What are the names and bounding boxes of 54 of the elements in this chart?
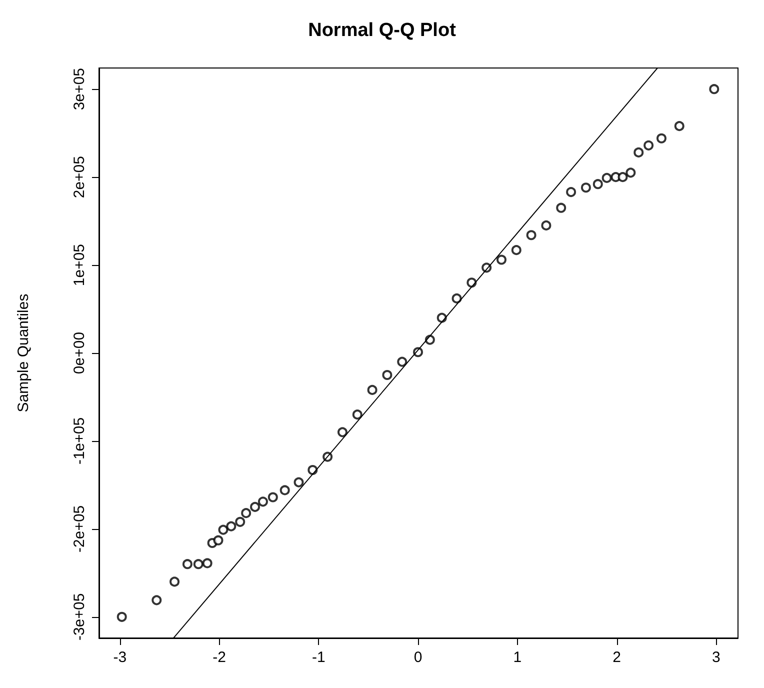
point <box>170 576 180 587</box>
point <box>602 172 612 183</box>
point <box>674 121 684 132</box>
point <box>580 182 591 193</box>
point <box>258 496 268 507</box>
y-tick-label: 2e+05 <box>71 156 88 198</box>
point <box>250 502 260 512</box>
point <box>634 147 644 158</box>
point <box>644 140 654 150</box>
x-tick-label: 0 <box>414 649 422 666</box>
y-tick-label: 0e+00 <box>71 332 88 374</box>
point <box>241 508 252 518</box>
y-tick-label: -3e+05 <box>71 593 88 640</box>
point <box>452 293 462 304</box>
y-axis-title: Sample Quantiles <box>15 294 32 412</box>
point <box>618 172 628 182</box>
x-tick-label: 2 <box>612 649 621 666</box>
point <box>226 521 236 532</box>
point <box>268 492 278 502</box>
point <box>218 524 228 535</box>
chart-title: Normal Q-Q Plot <box>308 20 457 41</box>
point <box>352 410 362 420</box>
point <box>626 168 636 178</box>
x-tick-label: -1 <box>312 649 326 666</box>
point <box>656 133 666 144</box>
point <box>566 187 576 198</box>
point <box>382 370 392 380</box>
point <box>235 516 246 527</box>
y-tick-label: 3e+05 <box>71 68 88 110</box>
y-tick-label: -2e+05 <box>71 505 88 552</box>
point <box>556 202 566 213</box>
point <box>280 485 290 496</box>
point <box>337 427 348 438</box>
point <box>152 595 162 606</box>
point <box>526 230 536 240</box>
point <box>116 612 127 622</box>
point <box>496 254 506 265</box>
x-tick-label: 1 <box>513 649 522 666</box>
x-tick-label: -3 <box>113 649 127 666</box>
point <box>541 220 552 230</box>
point <box>202 558 212 568</box>
y-tick-label: -1e+05 <box>71 417 88 465</box>
y-tick-label: 1e+05 <box>71 244 88 286</box>
point <box>397 356 408 367</box>
point <box>213 535 224 546</box>
point <box>511 245 522 256</box>
x-tick-label: -2 <box>212 649 226 666</box>
point <box>294 477 304 488</box>
x-tick-label: 3 <box>712 649 720 666</box>
point <box>367 384 378 395</box>
point <box>182 559 192 570</box>
point <box>709 84 720 94</box>
point <box>193 559 204 570</box>
point <box>592 179 603 190</box>
